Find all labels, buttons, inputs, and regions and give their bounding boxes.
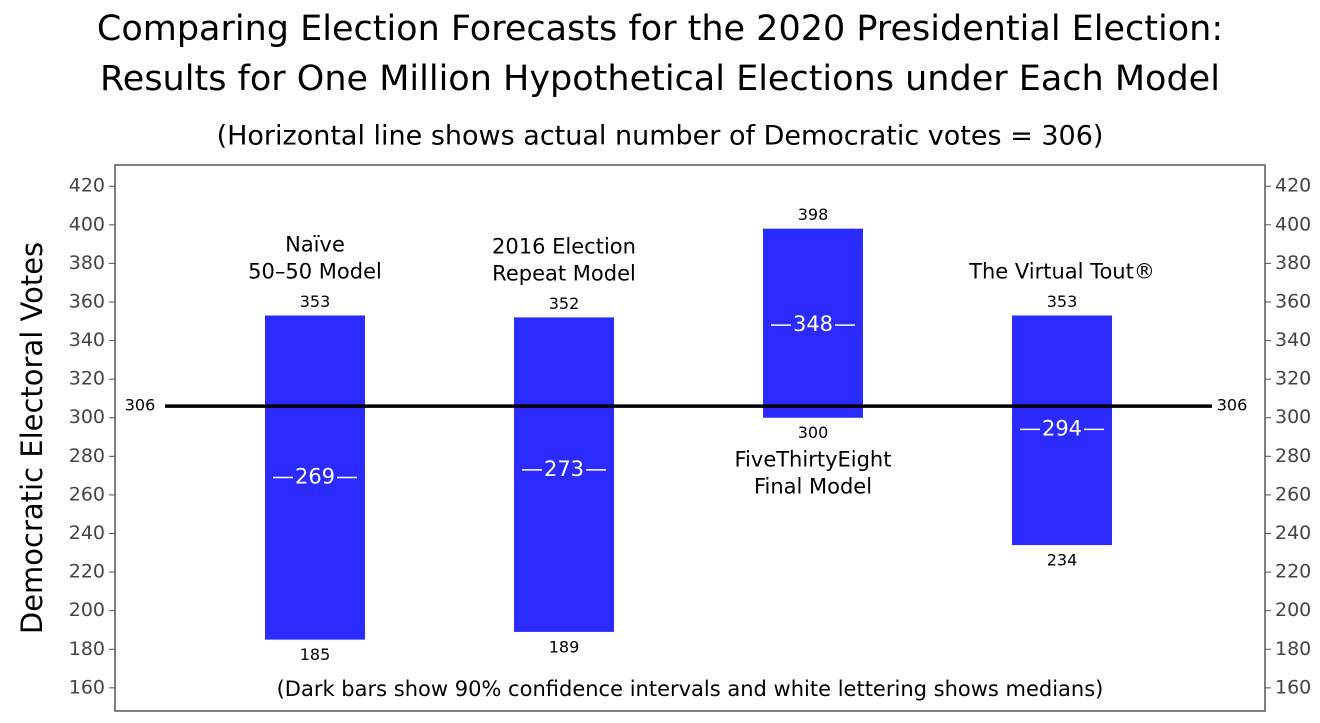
median-label: 273 bbox=[544, 457, 584, 481]
range-bar bbox=[514, 317, 614, 632]
y-tick-label: 320 bbox=[69, 368, 105, 390]
category-label: 2016 Election bbox=[492, 234, 636, 258]
category-label: 50–50 Model bbox=[248, 259, 382, 283]
y-tick-label: 160 bbox=[69, 676, 105, 698]
y2-tick-label: 260 bbox=[1275, 483, 1311, 505]
y2-tick-label: 180 bbox=[1275, 638, 1311, 660]
median-label: 348 bbox=[793, 312, 833, 336]
y2-tick-label: 220 bbox=[1275, 561, 1311, 583]
y-tick-label: 200 bbox=[69, 599, 105, 621]
chart-note: (Dark bars show 90% confidence intervals… bbox=[277, 677, 1104, 701]
y-tick-label: 360 bbox=[69, 290, 105, 312]
high-label: 353 bbox=[300, 292, 331, 311]
high-label: 352 bbox=[549, 294, 580, 313]
y2-tick-label: 340 bbox=[1275, 329, 1311, 351]
range-bar bbox=[763, 228, 863, 418]
y-tick-label: 420 bbox=[69, 175, 105, 197]
y2-tick-label: 380 bbox=[1275, 252, 1311, 274]
y2-tick-label: 400 bbox=[1275, 213, 1311, 235]
chart-subtitle: (Horizontal line shows actual number of … bbox=[217, 121, 1104, 152]
y-tick-label: 380 bbox=[69, 252, 105, 274]
y-tick-label: 280 bbox=[69, 445, 105, 467]
y2-tick-label: 200 bbox=[1275, 599, 1311, 621]
reference-label: 306 bbox=[125, 396, 156, 415]
low-label: 234 bbox=[1047, 551, 1078, 570]
chart-title: Comparing Election Forecasts for the 202… bbox=[97, 9, 1223, 49]
category-label: Final Model bbox=[754, 475, 872, 499]
median-label: 294 bbox=[1042, 416, 1082, 440]
low-label: 189 bbox=[549, 637, 580, 656]
y2-tick-label: 240 bbox=[1275, 522, 1311, 544]
y-tick-label: 300 bbox=[69, 406, 105, 428]
chart-title: Results for One Million Hypothetical Ele… bbox=[100, 59, 1220, 99]
y2-tick-label: 160 bbox=[1275, 676, 1311, 698]
y-tick-label: 180 bbox=[69, 638, 105, 660]
high-label: 353 bbox=[1047, 292, 1078, 311]
reference-label: 306 bbox=[1217, 396, 1248, 415]
median-label: 269 bbox=[295, 465, 335, 489]
y-tick-label: 340 bbox=[69, 329, 105, 351]
low-label: 185 bbox=[300, 645, 331, 664]
y2-tick-label: 280 bbox=[1275, 445, 1311, 467]
low-label: 300 bbox=[798, 423, 829, 442]
category-label: Repeat Model bbox=[492, 261, 636, 285]
y-axis-label: Democratic Electoral Votes bbox=[15, 242, 49, 634]
y2-tick-label: 320 bbox=[1275, 368, 1311, 390]
category-label: FiveThirtyEight bbox=[735, 448, 892, 472]
category-label: The Virtual Tout® bbox=[968, 259, 1155, 283]
y2-tick-label: 360 bbox=[1275, 290, 1311, 312]
y-tick-label: 260 bbox=[69, 483, 105, 505]
y-tick-label: 240 bbox=[69, 522, 105, 544]
y-tick-label: 400 bbox=[69, 213, 105, 235]
range-bar bbox=[1012, 315, 1112, 546]
plot-frame bbox=[114, 164, 1266, 712]
y-tick-label: 220 bbox=[69, 561, 105, 583]
high-label: 398 bbox=[798, 205, 829, 224]
category-label: Naïve bbox=[285, 232, 345, 256]
y2-tick-label: 300 bbox=[1275, 406, 1311, 428]
y2-tick-label: 420 bbox=[1275, 175, 1311, 197]
